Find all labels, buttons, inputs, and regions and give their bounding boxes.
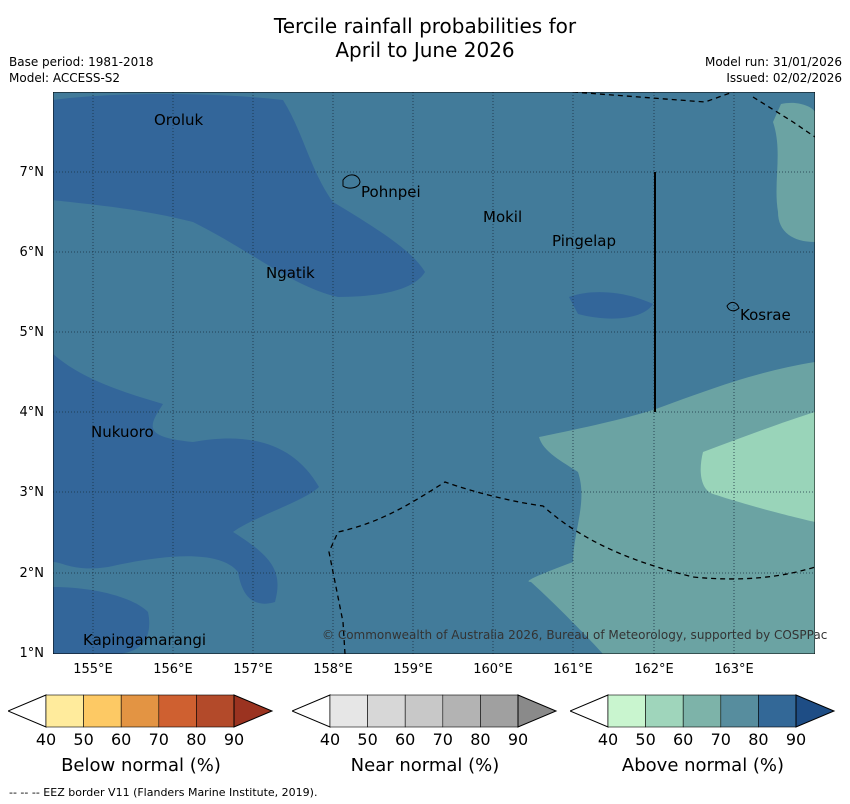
colorbar-above	[570, 694, 836, 728]
colorbar-tick-label: 40	[319, 730, 341, 749]
issued-date: Issued: 02/02/2026	[726, 71, 842, 85]
colorbar-tick-label: 70	[432, 730, 453, 749]
colorbar-tick-label: 50	[357, 730, 378, 749]
lon-label: 155°E	[73, 662, 113, 677]
colorbar-min-arrow	[292, 694, 331, 728]
lon-label: 161°E	[553, 662, 593, 677]
model-run: Model run: 31/01/2026	[704, 55, 842, 69]
colorbar-near	[292, 694, 558, 728]
copyright-notice: © Commonwealth of Australia 2026, Bureau…	[322, 628, 828, 642]
lat-label: 7°N	[19, 165, 45, 180]
place-pohnpei: Pohnpei	[361, 183, 421, 201]
meta-left: Base period: 1981-2018 Model: ACCESS-S2	[9, 54, 154, 86]
colorbar-segment	[480, 694, 519, 728]
colorbar-tick-label: 40	[35, 730, 57, 749]
place-oroluk: Oroluk	[154, 111, 204, 129]
colorbar-segment	[758, 694, 797, 728]
colorbar-segment	[720, 694, 759, 728]
colorbar-tick-label: 50	[635, 730, 656, 749]
place-kapingamarangi: Kapingamarangi	[83, 631, 207, 649]
place-pingelap: Pingelap	[552, 232, 617, 250]
place-kosrae: Kosrae	[740, 306, 791, 324]
colorbar-tick-label: 60	[673, 730, 694, 749]
lat-label: 1°N	[19, 646, 45, 661]
colorbar-tick-label: 50	[73, 730, 94, 749]
colorbar-tick-label: 70	[148, 730, 169, 749]
eez-footer-note: -- -- -- EEZ border V11 (Flanders Marine…	[9, 786, 318, 799]
lat-label: 5°N	[19, 325, 45, 340]
lon-label: 163°E	[714, 662, 754, 677]
colorbar-above-title: Above normal (%)	[621, 755, 785, 776]
map-title: Tercile rainfall probabilities for April…	[0, 14, 850, 62]
model-name: Model: ACCESS-S2	[9, 71, 121, 85]
lon-label: 160°E	[473, 662, 513, 677]
lon-label: 162°E	[634, 662, 674, 677]
lat-label: 3°N	[19, 485, 45, 500]
colorbar-segment	[404, 694, 444, 728]
colorbar-tick-label: 70	[710, 730, 731, 749]
dark-region-east	[569, 292, 653, 319]
probability-map	[53, 92, 815, 654]
colorbar-segment	[645, 694, 684, 728]
lon-label: 157°E	[233, 662, 273, 677]
dark-region-southwest	[53, 354, 319, 604]
colorbar-tick-label: 60	[395, 730, 416, 749]
title-line-2: April to June 2026	[335, 38, 515, 62]
colorbar-tick-label: 60	[111, 730, 132, 749]
place-mokil: Mokil	[483, 208, 523, 226]
pohnpei-island	[342, 174, 361, 189]
colorbar-tick-label: 80	[470, 730, 491, 749]
title-line-1: Tercile rainfall probabilities for	[273, 14, 577, 38]
grid-lines	[53, 92, 815, 654]
place-ngatik: Ngatik	[266, 264, 315, 282]
colorbar-segment	[682, 694, 722, 728]
meta-right: Model run: 31/01/2026 Issued: 02/02/2026	[705, 54, 842, 86]
lon-label: 158°E	[313, 662, 353, 677]
colorbar-max-arrow	[233, 694, 274, 728]
dark-region-kapinga	[53, 587, 150, 654]
base-period: Base period: 1981-2018	[9, 55, 154, 69]
lon-label: 159°E	[393, 662, 433, 677]
place-nukuoro: Nukuoro	[91, 423, 154, 441]
colorbar-segment	[45, 694, 84, 728]
colorbar-tick-label: 80	[186, 730, 207, 749]
lat-label: 6°N	[19, 245, 45, 260]
colorbar-near-title: Near normal (%)	[350, 755, 500, 776]
colorbar-below	[8, 694, 274, 728]
colorbar-segment	[196, 694, 235, 728]
dark-region-north	[53, 94, 425, 297]
colorbar-segment	[607, 694, 646, 728]
colorbar-segment	[329, 694, 368, 728]
colorbar-max-arrow	[517, 694, 558, 728]
colorbar-tick-label: 90	[223, 730, 245, 749]
colorbar-tick-label: 90	[785, 730, 807, 749]
lat-label: 4°N	[19, 405, 45, 420]
eez-borders	[328, 92, 815, 654]
colorbar-segment	[158, 694, 197, 728]
colorbar-tick-label: 90	[507, 730, 529, 749]
lat-label: 2°N	[19, 566, 45, 581]
colorbar-tick-label: 40	[597, 730, 619, 749]
light-region-southeast	[528, 362, 815, 654]
colorbar-segment	[367, 694, 406, 728]
colorbar-min-arrow	[570, 694, 609, 728]
colorbar-segment	[83, 694, 122, 728]
colorbar-segment	[120, 694, 160, 728]
colorbar-max-arrow	[795, 694, 836, 728]
lon-label: 156°E	[153, 662, 193, 677]
colorbar-min-arrow	[8, 694, 47, 728]
colorbar-tick-label: 80	[748, 730, 769, 749]
light-region-northeast	[773, 102, 815, 242]
kosrae-island	[726, 301, 740, 312]
colorbar-below-title: Below normal (%)	[61, 755, 221, 776]
lightest-region	[700, 412, 815, 522]
colorbar-segment	[442, 694, 481, 728]
